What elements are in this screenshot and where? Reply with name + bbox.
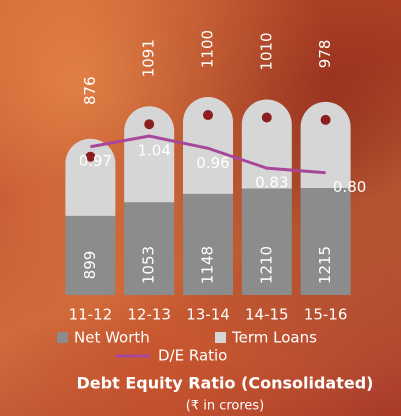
x-tick-label: 11-12 (69, 306, 113, 324)
line-label: 1.04 (137, 142, 170, 160)
bar-cap-dot (85, 151, 96, 162)
x-tick-label: 14-15 (245, 306, 289, 324)
data-label: 978 (316, 40, 334, 69)
chart-title: Debt Equity Ratio (Consolidated) (77, 374, 374, 393)
data-label: 1053 (140, 246, 158, 284)
bar-cap-dot (203, 110, 213, 121)
bar-cap-dot (144, 119, 155, 130)
line-label: 0.80 (333, 178, 366, 196)
line-label: 0.96 (196, 154, 229, 172)
legend-label: D/E Ratio (158, 347, 227, 365)
bar-segment (65, 138, 116, 216)
x-tick-label: 15-16 (304, 306, 348, 324)
legend-swatch (57, 332, 68, 343)
line (90, 134, 326, 175)
data-label: 1210 (257, 246, 275, 284)
data-label: 1215 (316, 246, 334, 284)
bar-cap-dot (261, 112, 272, 123)
data-label: 899 (81, 251, 99, 280)
bar-segment (124, 202, 175, 295)
bar-segment (300, 101, 351, 189)
bar-segment (183, 97, 233, 194)
legend-label: Term Loans (231, 329, 317, 347)
bar-cap-dot (320, 114, 331, 125)
bar-segment (300, 188, 351, 295)
x-tick-label: 13-14 (186, 306, 230, 324)
bar-segment (241, 99, 292, 189)
legend-swatch (215, 332, 226, 343)
data-label: 1148 (199, 246, 217, 284)
data-label: 1091 (140, 39, 158, 77)
chart-subtitle: (₹ in crores) (186, 399, 265, 414)
data-label: 1010 (257, 32, 275, 70)
data-label: 1100 (199, 30, 217, 68)
legend-label: Net Worth (74, 329, 150, 347)
line-label: 0.97 (79, 152, 112, 170)
bar-segment (241, 188, 292, 295)
bar-segment (183, 193, 233, 295)
data-label: 876 (81, 76, 99, 105)
bar-segment (65, 215, 116, 295)
bar-segment (124, 106, 175, 203)
x-tick-label: 12-13 (127, 306, 171, 324)
line-label: 0.83 (255, 174, 288, 192)
